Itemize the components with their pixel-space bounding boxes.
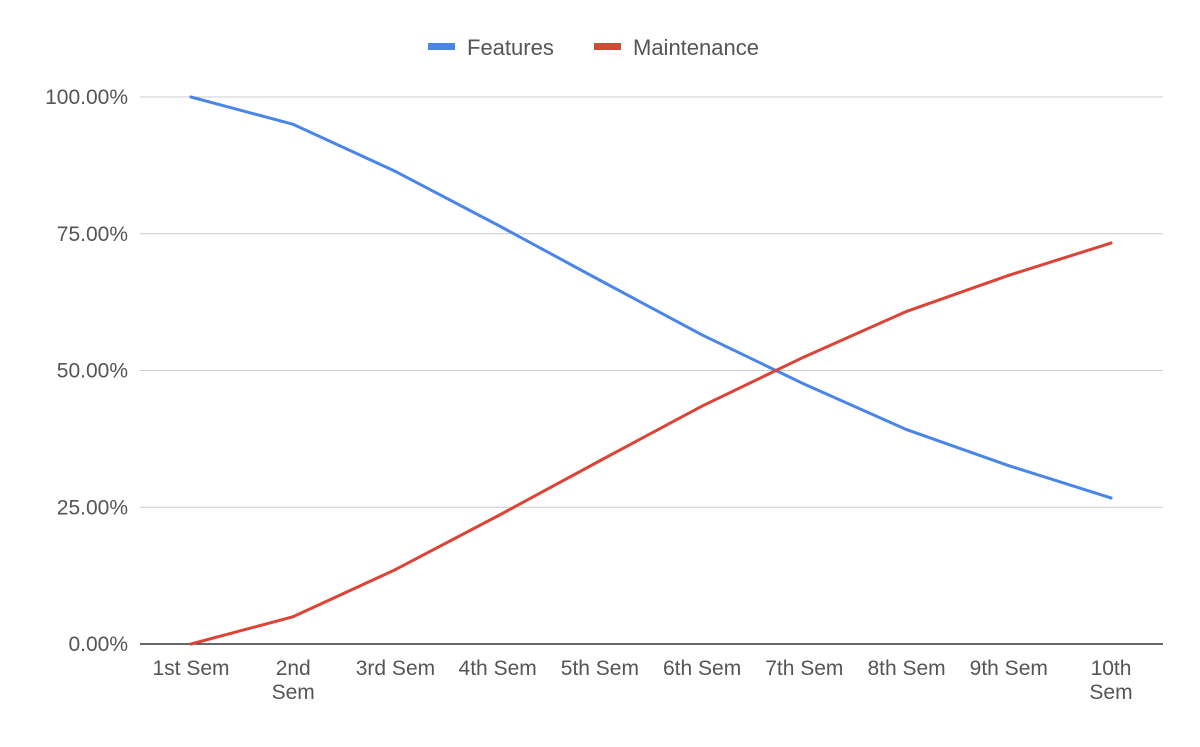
data-point-features <box>700 333 704 337</box>
data-point-features <box>905 428 909 432</box>
y-tick-label: 25.00% <box>57 496 128 519</box>
x-axis: 1st Sem 2nd Sem 3rd Sem 4th Sem 5th Sem 6th Se… <box>152 657 1132 704</box>
legend-swatch-features <box>428 43 455 50</box>
data-point-maintenance <box>291 615 295 619</box>
data-point-maintenance <box>700 404 704 408</box>
y-tick-label: 75.00% <box>57 223 128 246</box>
x-tick-label: 5th Sem <box>561 657 639 680</box>
legend-label-features: Features <box>467 35 554 60</box>
y-tick-label: 0.00% <box>68 633 128 656</box>
data-point-maintenance <box>802 355 806 359</box>
legend-swatch-maintenance <box>594 43 621 50</box>
y-axis: 0.00% 25.00% 50.00% 75.00% 100.00% <box>45 86 128 656</box>
data-point-features <box>1007 464 1011 468</box>
data-point-maintenance <box>393 568 397 572</box>
y-tick-label: 50.00% <box>57 360 128 383</box>
data-point-maintenance <box>496 514 500 518</box>
x-tick-label: 6th Sem <box>663 657 741 680</box>
series-lines <box>189 95 1113 646</box>
x-tick-label: 1st Sem <box>152 657 229 680</box>
data-point-maintenance <box>905 309 909 313</box>
data-point-features <box>1109 496 1113 500</box>
x-tick-label: 10th Sem <box>1089 657 1132 704</box>
y-tick-label: 100.00% <box>45 86 128 109</box>
series-line-features <box>189 95 1113 500</box>
data-point-features <box>496 223 500 227</box>
x-tick-label: 9th Sem <box>970 657 1048 680</box>
data-point-maintenance <box>1109 241 1113 245</box>
series-line-maintenance <box>189 241 1113 646</box>
x-tick-label: 4th Sem <box>459 657 537 680</box>
legend: Features Maintenance <box>428 35 759 60</box>
x-tick-label: 8th Sem <box>867 657 945 680</box>
data-point-features <box>189 95 193 99</box>
data-point-features <box>598 278 602 282</box>
data-point-maintenance <box>1007 273 1011 277</box>
x-tick-label: 2nd Sem <box>272 657 315 704</box>
data-point-maintenance <box>598 459 602 463</box>
data-point-maintenance <box>189 642 193 646</box>
legend-label-maintenance: Maintenance <box>633 35 759 60</box>
x-tick-label: 3rd Sem <box>356 657 435 680</box>
x-tick-label: 7th Sem <box>765 657 843 680</box>
data-point-features <box>291 122 295 126</box>
data-point-features <box>393 169 397 173</box>
data-point-features <box>802 382 806 386</box>
gridlines <box>140 96 1163 645</box>
